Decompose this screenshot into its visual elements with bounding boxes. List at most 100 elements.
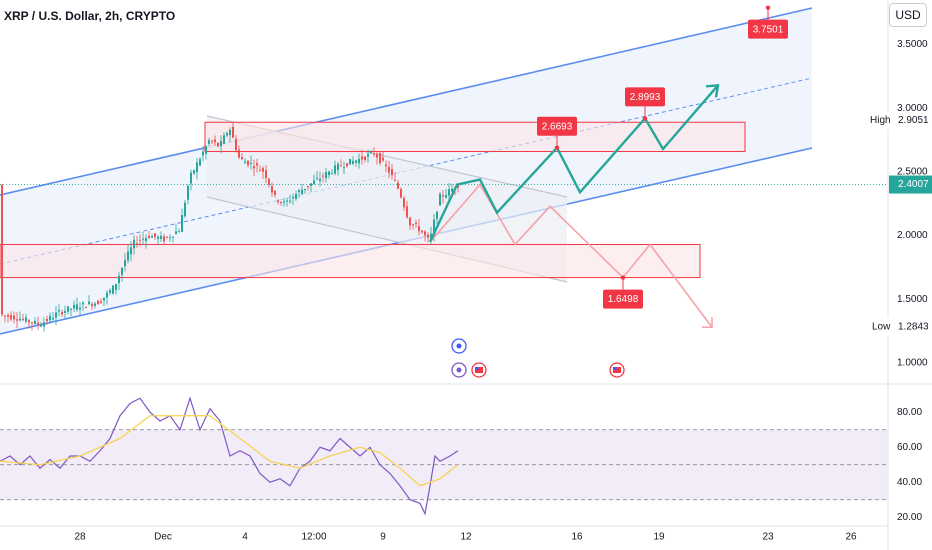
price-tick-label: 1.0000 [897, 358, 928, 369]
descending-channel-fill [207, 116, 567, 282]
candle-body [316, 177, 318, 179]
price-tick-label: 3.0000 [897, 103, 928, 114]
candle-body [274, 190, 276, 195]
bearish-projection-path [429, 183, 713, 328]
candle-body [175, 231, 177, 234]
candle-body [133, 239, 135, 249]
candle-body [334, 165, 336, 174]
candle-body [37, 322, 39, 325]
candle-body [235, 138, 237, 151]
candle-body [61, 311, 63, 315]
candle-body [265, 170, 267, 178]
candle-body [277, 200, 279, 202]
currency-button[interactable]: USD [889, 3, 927, 27]
candle-body [289, 200, 291, 202]
target-label: 1.6498 [608, 294, 639, 305]
candle-body [370, 151, 372, 153]
candle-body [337, 163, 339, 171]
candle-body [94, 303, 96, 306]
candle-body [115, 283, 117, 291]
candle-body [268, 178, 270, 185]
high-label: High [870, 115, 891, 126]
candle-body [172, 236, 174, 238]
candle-body [259, 170, 261, 172]
candle-body [379, 153, 381, 163]
target-label-box [748, 19, 788, 39]
candle-body [157, 236, 159, 239]
candle-body [229, 129, 231, 135]
candle-body [364, 156, 366, 160]
candle-body [355, 160, 357, 163]
candle-body [331, 172, 333, 174]
low-label-bg [866, 317, 932, 336]
candle-body [100, 301, 102, 303]
candle-body [349, 159, 351, 165]
candle-body [34, 320, 36, 324]
candle-body [193, 170, 195, 174]
event-icon-core [456, 343, 462, 349]
candle-body [253, 166, 255, 169]
candle-body [319, 178, 321, 182]
rsi-tick-label: 60.00 [897, 442, 922, 453]
candle-body [181, 215, 183, 232]
candle-body [43, 322, 45, 327]
low-label: Low [872, 321, 891, 332]
candle-body [10, 315, 12, 320]
candle-body [223, 135, 225, 144]
candle-body [70, 308, 72, 310]
price-tick-label: 2.5000 [897, 167, 928, 178]
candle-body [148, 236, 150, 238]
flag-stripes [475, 367, 483, 373]
candle-body [16, 319, 18, 321]
price-tick-label: 2.0000 [897, 230, 928, 241]
rsi-ma-line [0, 415, 459, 487]
last-price-value: 2.4007 [898, 179, 929, 190]
flag-canton [613, 367, 617, 370]
candle-body [49, 315, 51, 321]
time-tick-label: Dec [154, 532, 172, 543]
candle-body [397, 182, 399, 189]
candle-body [409, 217, 411, 226]
event-icon-core [456, 367, 462, 373]
candle-body [214, 139, 216, 143]
time-tick-label: 23 [762, 532, 774, 543]
candle-body [325, 172, 327, 179]
symbol-title: XRP / U.S. Dollar, 2h, CRYPTO [4, 9, 176, 23]
flag-stripes [613, 367, 621, 373]
last-price-tag [889, 175, 932, 194]
target-label-box [603, 289, 643, 309]
candle-body [154, 233, 156, 237]
candle-body [199, 159, 201, 166]
candle-body [343, 167, 345, 169]
candle-body [46, 318, 48, 322]
candle-body [262, 168, 264, 172]
time-tick-label: 12:00 [301, 532, 326, 543]
candle-body [424, 231, 426, 236]
bullish-arrow-head [705, 83, 720, 98]
candle-body [103, 297, 105, 301]
bearish-arrow-head [702, 317, 713, 329]
candle-body [301, 189, 303, 194]
candle-body [307, 186, 309, 188]
support-zone [0, 243, 701, 279]
candle-body [442, 195, 444, 197]
price-tick-label: 3.5000 [897, 39, 928, 50]
time-tick-label: 16 [571, 532, 583, 543]
candle-body [169, 237, 171, 239]
candle-body [421, 230, 423, 233]
candle-body [1, 184, 3, 315]
high-value: 2.9051 [898, 115, 929, 126]
candle-body [232, 126, 234, 138]
candle-body [121, 267, 123, 275]
candle-body [346, 163, 348, 167]
candle-body [79, 307, 81, 310]
candle-body [238, 149, 240, 158]
time-tick-label: 12 [460, 532, 472, 543]
candle-body [283, 201, 285, 203]
candle-body [385, 164, 387, 167]
candle-body [286, 200, 288, 202]
candle-body [247, 160, 249, 166]
candle-body [88, 301, 90, 305]
candle-body [7, 314, 9, 317]
